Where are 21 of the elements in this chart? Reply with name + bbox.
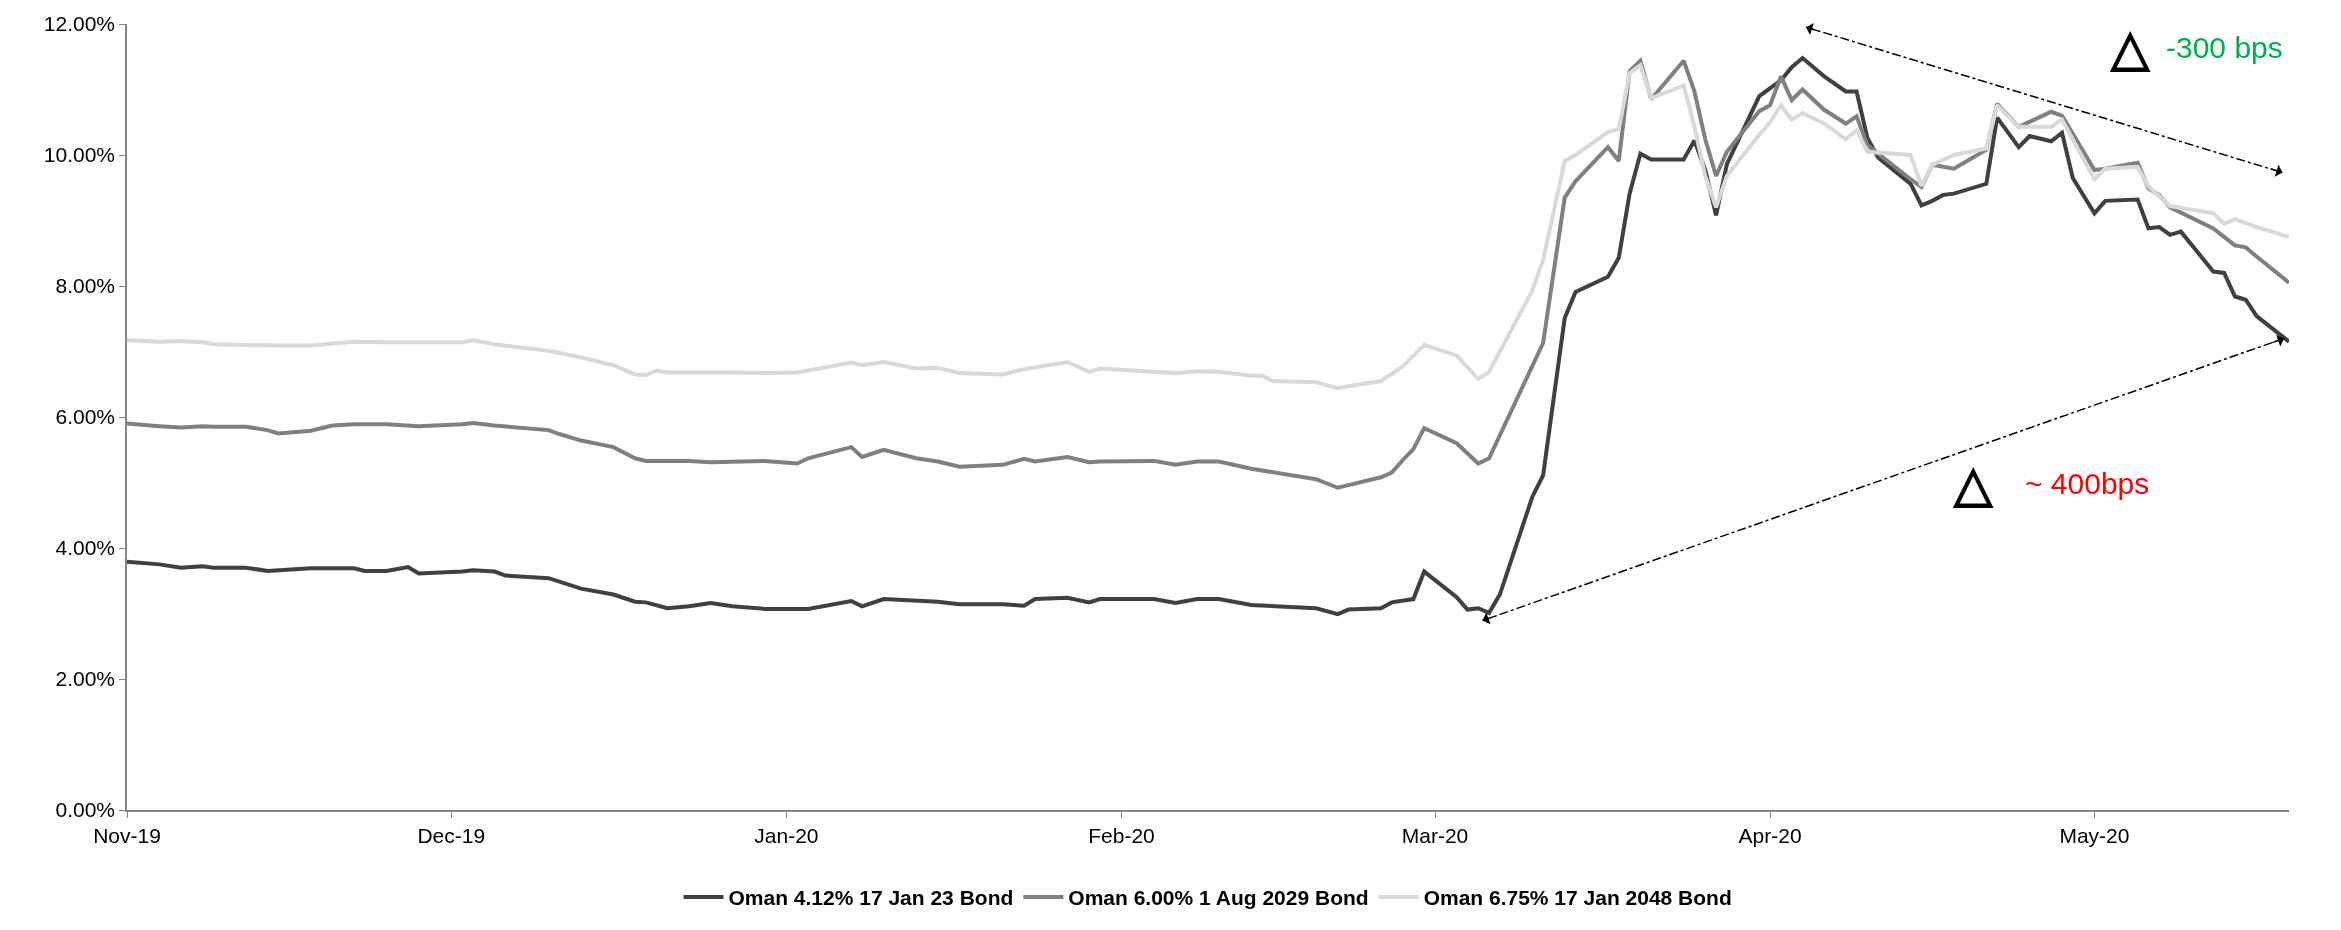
x-tick-label: May-20 [2059, 823, 2130, 847]
legend-label: Oman 6.75% 17 Jan 2048 Bond [1423, 886, 1732, 910]
y-tick-label: 4.00% [55, 536, 116, 560]
y-tick-label: 6.00% [55, 405, 116, 429]
legend-label: Oman 4.12% 17 Jan 23 Bond [728, 886, 1014, 910]
y-tick-label: 2.00% [55, 667, 116, 691]
legend-label: Oman 6.00% 1 Aug 2029 Bond [1068, 886, 1369, 910]
y-tick-label: 12.00% [43, 12, 116, 36]
x-tick-label: Nov-19 [93, 823, 161, 847]
x-tick-label: Apr-20 [1738, 823, 1802, 847]
x-tick-label: Feb-20 [1088, 823, 1155, 847]
annotation: △ [1952, 456, 1994, 512]
y-tick-label: 8.00% [55, 274, 116, 298]
x-tick-label: Mar-20 [1401, 823, 1469, 847]
x-tick-label: Dec-19 [417, 823, 486, 847]
y-tick-label: 0.00% [55, 798, 116, 822]
annotation: △ [2109, 20, 2151, 76]
y-tick-label: 10.00% [43, 143, 116, 167]
annotation: -300 bps [2166, 31, 2283, 64]
x-tick-label: Jan-20 [754, 823, 819, 847]
annotation: ~ 400bps [2025, 467, 2150, 500]
